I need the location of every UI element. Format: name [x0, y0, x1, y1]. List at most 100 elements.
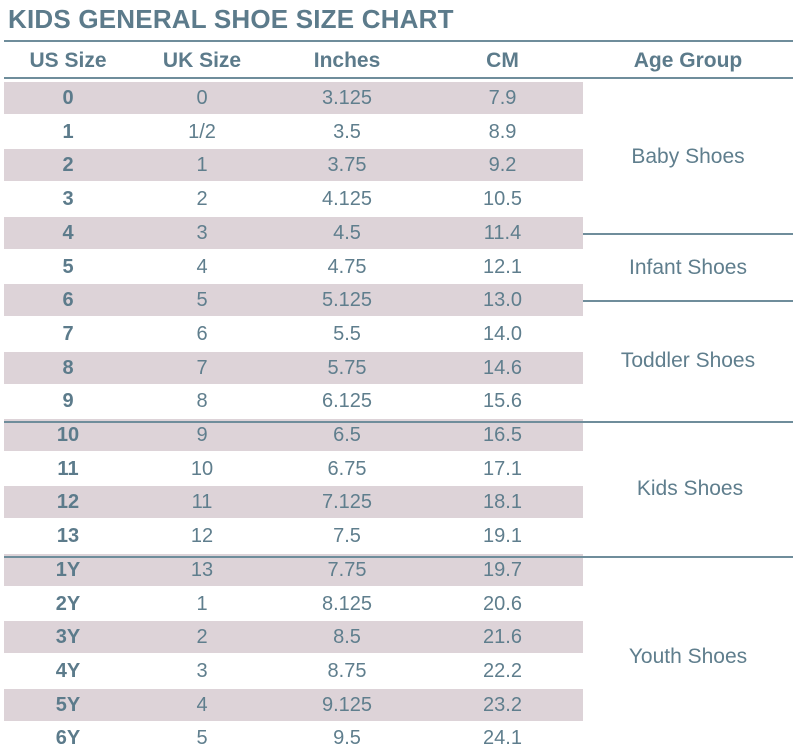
- cell-inches: 7.75: [327, 558, 367, 581]
- cell-uk-size: 1/2: [188, 120, 216, 143]
- cell-us-size: 3Y: [55, 626, 81, 649]
- cell-uk-size: 5: [196, 727, 208, 750]
- cell-uk-size: 7: [196, 356, 208, 379]
- cell-inches: 9.125: [321, 693, 373, 716]
- cell-uk-size: 3: [196, 221, 208, 244]
- header-uk-size: UK Size: [162, 49, 242, 72]
- cell-inches: 8.75: [327, 659, 367, 682]
- cell-us-size: 3: [62, 188, 74, 211]
- cell-inches: 8.125: [321, 592, 373, 615]
- cell-us-size: 6Y: [55, 727, 81, 750]
- cell-us-size: 9: [62, 390, 74, 413]
- cell-uk-size: 1: [196, 154, 208, 177]
- cell-us-size: 11: [57, 457, 79, 480]
- cell-uk-size: 4: [196, 255, 208, 278]
- cell-us-size: 4: [62, 221, 74, 244]
- cell-uk-size: 12: [190, 525, 214, 548]
- cell-cm: 9.2: [488, 154, 517, 177]
- row-stripe: [4, 553, 583, 586]
- header-inches: Inches: [313, 49, 381, 72]
- cell-inches: 6.125: [321, 390, 373, 413]
- cell-uk-size: 6: [196, 322, 208, 345]
- cell-us-size: 1: [62, 120, 74, 143]
- cell-uk-size: 3: [196, 659, 208, 682]
- cell-us-size: 12: [56, 491, 80, 514]
- cell-us-size: 5Y: [55, 693, 81, 716]
- age-group-baby: Baby Shoes: [631, 145, 745, 168]
- cell-uk-size: 1: [196, 592, 208, 615]
- row-stripe: [4, 82, 583, 114]
- cell-cm: 16.5: [483, 424, 522, 446]
- cell-inches: 6.75: [327, 457, 367, 480]
- cell-inches: 5.125: [321, 289, 373, 312]
- cell-uk-size: 10: [190, 457, 214, 480]
- cell-inches: 4.75: [327, 255, 367, 278]
- cell-inches: 5.5: [333, 322, 361, 345]
- cell-uk-size: 2: [196, 188, 208, 211]
- row-stripe: [4, 486, 583, 519]
- separator-toddler-kids: [4, 421, 793, 423]
- cell-cm: 14.0: [483, 322, 522, 345]
- cell-cm: 12.1: [483, 255, 522, 278]
- row-stripe: [4, 419, 583, 451]
- cell-inches: 3.75: [327, 154, 367, 177]
- row-stripe: [4, 149, 583, 182]
- row-stripe: [4, 621, 583, 654]
- cell-us-size: 10: [56, 424, 80, 446]
- age-group-toddler: Toddler Shoes: [620, 349, 756, 372]
- title-rule: [4, 40, 793, 42]
- cell-cm: 23.2: [483, 693, 522, 716]
- cell-inches: 6.5: [333, 424, 361, 446]
- cell-cm: 8.9: [488, 120, 517, 143]
- cell-cm: 7.9: [488, 87, 517, 109]
- cell-uk-size: 11: [191, 491, 213, 514]
- cell-cm: 19.1: [483, 525, 522, 548]
- row-stripe: [4, 284, 583, 317]
- cell-inches: 8.5: [333, 626, 361, 649]
- age-group-youth: Youth Shoes: [628, 645, 748, 668]
- cell-uk-size: 9: [196, 424, 208, 446]
- header-age-group: Age Group: [633, 49, 743, 72]
- cell-cm: 17.1: [483, 457, 522, 480]
- separator-baby-infant: [583, 233, 793, 235]
- cell-cm: 18.1: [483, 491, 522, 514]
- cell-inches: 3.5: [333, 120, 361, 143]
- cell-us-size: 2Y: [55, 592, 81, 615]
- cell-cm: 22.2: [483, 659, 522, 682]
- page-title: KIDS GENERAL SHOE SIZE CHART: [8, 4, 454, 34]
- age-group-infant: Infant Shoes: [629, 256, 747, 279]
- cell-cm: 15.6: [483, 390, 522, 413]
- cell-us-size: 2: [62, 154, 74, 177]
- cell-inches: 3.125: [321, 87, 373, 109]
- cell-uk-size: 2: [196, 626, 208, 649]
- header-rule: [4, 77, 793, 79]
- cell-us-size: 1Y: [55, 558, 81, 581]
- cell-inches: 7.5: [333, 525, 361, 548]
- cell-us-size: 7: [62, 322, 74, 345]
- cell-cm: 13.0: [483, 289, 522, 312]
- cell-inches: 7.125: [321, 491, 373, 514]
- header-us-size: US Size: [29, 49, 107, 72]
- cell-inches: 5.75: [327, 356, 367, 379]
- cell-uk-size: 13: [190, 558, 214, 581]
- cell-us-size: 8: [62, 356, 74, 379]
- separator-kids-youth: [4, 556, 793, 558]
- cell-inches: 4.5: [333, 221, 361, 244]
- cell-cm: 11.4: [483, 221, 522, 244]
- cell-us-size: 6: [62, 289, 74, 312]
- cell-uk-size: 4: [196, 693, 208, 716]
- cell-cm: 24.1: [483, 727, 522, 750]
- separator-infant-toddler: [583, 300, 793, 302]
- cell-us-size: 4Y: [55, 659, 81, 682]
- cell-us-size: 0: [62, 87, 74, 109]
- cell-us-size: 13: [56, 525, 80, 548]
- cell-inches: 4.125: [321, 188, 373, 211]
- age-group-kids: Kids Shoes: [636, 477, 744, 500]
- cell-cm: 10.5: [483, 188, 522, 211]
- header-cm: CM: [486, 49, 519, 72]
- row-stripe: [4, 351, 583, 384]
- cell-cm: 21.6: [483, 626, 522, 649]
- cell-us-size: 5: [62, 255, 74, 278]
- cell-uk-size: 5: [196, 289, 208, 312]
- cell-uk-size: 0: [196, 87, 208, 109]
